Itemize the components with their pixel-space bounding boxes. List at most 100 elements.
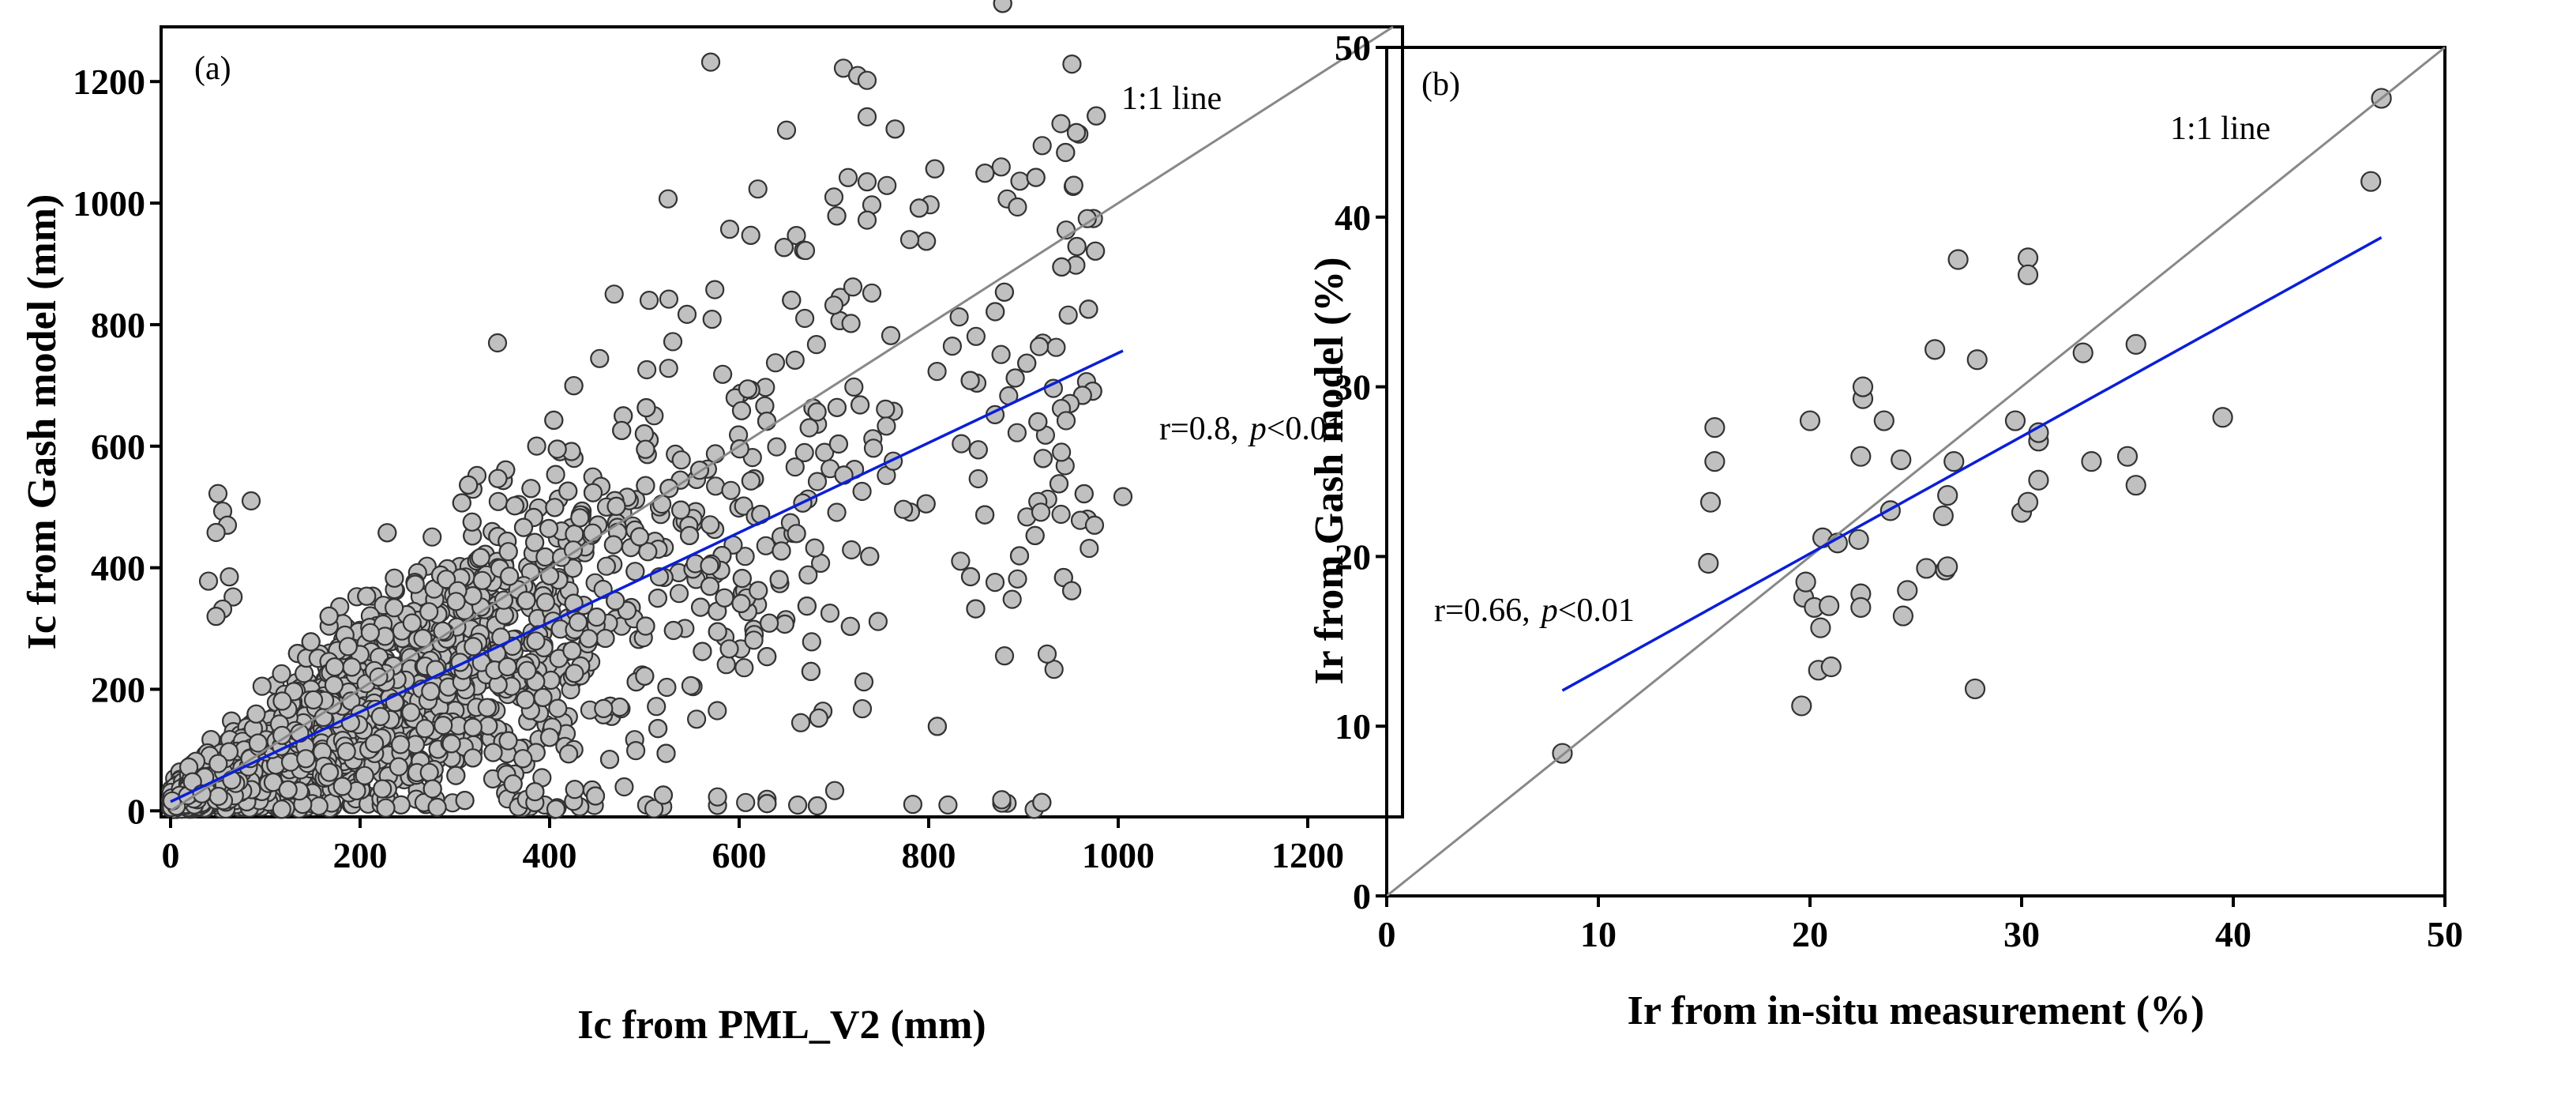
- panel-a-point: [974, 505, 995, 525]
- panel-a-point: [472, 570, 492, 590]
- panel-a-point: [1074, 484, 1094, 504]
- panel-a-point: [850, 395, 870, 415]
- panel-a-point: [206, 607, 226, 627]
- panel-b-stats: r=0.66, p<0.01: [1434, 593, 1635, 629]
- panel-a-point: [647, 697, 667, 717]
- panel-a-point: [807, 796, 828, 816]
- panel-a-point: [636, 397, 656, 418]
- panel-a-point: [1008, 569, 1027, 589]
- panel-a-point: [338, 637, 358, 657]
- panel-a-point: [558, 744, 579, 764]
- panel-a-point: [546, 465, 565, 484]
- panel-a-point: [1062, 54, 1082, 74]
- panel-a-one-to-one-label: 1:1 line: [1121, 81, 1222, 117]
- x-tick-label: 400: [523, 835, 577, 875]
- panel-b-point: [1916, 558, 1937, 579]
- panel-a-point: [503, 774, 523, 794]
- panel-a-point: [1061, 581, 1082, 600]
- panel-a-point: [1032, 136, 1052, 156]
- panel-a-point: [721, 480, 741, 500]
- panel-b-point: [2125, 333, 2146, 355]
- panel-a-point: [844, 377, 864, 397]
- panel-a-point: [585, 786, 606, 806]
- panel-a-point: [422, 779, 442, 799]
- panel-a-point: [1029, 337, 1050, 356]
- panel-a-point: [670, 500, 691, 520]
- panel-a-point: [477, 698, 498, 717]
- panel-a-point: [730, 438, 749, 459]
- panel-b-ticks: 0 10 20 30 40 50 0 10 20 30 40 50: [1335, 28, 2463, 954]
- panel-a-point: [857, 172, 877, 192]
- y-tick-label: 20: [1335, 536, 1371, 577]
- panel-a-point: [421, 681, 441, 702]
- panel-a-point: [700, 576, 720, 596]
- panel-a-point: [636, 476, 655, 495]
- panel-a-point: [877, 175, 897, 195]
- panel-a-point: [272, 691, 292, 711]
- panel-a-point: [805, 538, 824, 558]
- panel-a-point: [966, 599, 986, 619]
- panel-a-point: [564, 376, 584, 396]
- panel-a-point: [992, 790, 1012, 810]
- panel-a-point: [1051, 442, 1072, 462]
- panel-a-point: [325, 657, 344, 677]
- panel-a-point: [787, 795, 808, 815]
- panel-a-point: [700, 515, 720, 535]
- panel-a-point: [1066, 122, 1087, 142]
- panel-a-point: [336, 742, 356, 762]
- panel-a-point: [401, 702, 421, 722]
- panel-a-point: [715, 588, 734, 608]
- panel-a-point: [1058, 305, 1078, 325]
- panel-a-one-to-one-line: [170, 25, 1394, 812]
- panel-b-point: [1966, 349, 1988, 371]
- panel-a-point: [787, 524, 806, 544]
- panel-a-point: [614, 777, 634, 797]
- panel-a-point: [927, 717, 948, 736]
- panel-a-point: [1064, 175, 1083, 195]
- panel-a-point: [596, 556, 617, 576]
- panel-a-point: [968, 440, 988, 460]
- panel-a-points: [160, 0, 1133, 819]
- panel-a-point: [413, 628, 433, 649]
- panel-a-point: [925, 159, 944, 179]
- panel-a-point: [568, 612, 588, 632]
- panel-a-point: [517, 660, 537, 680]
- panel-a-point: [488, 468, 508, 488]
- y-tick-label: 50: [1335, 28, 1371, 68]
- panel-a-point: [916, 494, 936, 514]
- panel-a-point: [841, 314, 861, 333]
- panel-a-point: [862, 283, 882, 303]
- panel-a-point: [1046, 337, 1066, 357]
- panel-a-point: [769, 570, 789, 589]
- panel-b-point: [1819, 595, 1840, 616]
- panel-a-point: [1084, 515, 1105, 535]
- panel-a-point: [516, 590, 536, 611]
- panel-a-point: [1113, 487, 1133, 506]
- panel-a-point: [1025, 525, 1045, 546]
- panel-a-point: [807, 472, 828, 491]
- panel-a-point: [427, 797, 447, 818]
- panel-b-point: [1897, 580, 1918, 601]
- panel-b-point: [1799, 410, 1821, 431]
- panel-a-point: [790, 713, 811, 732]
- panel-a-point: [681, 675, 701, 696]
- panel-a-point: [1056, 411, 1076, 431]
- panel-a-point: [365, 733, 385, 754]
- panel-a-point: [903, 794, 923, 815]
- panel-a-point: [731, 401, 752, 420]
- panel-a-point: [595, 628, 615, 649]
- panel-a-point: [320, 762, 340, 782]
- panel-a-point: [827, 206, 847, 226]
- panel-a-point: [857, 210, 877, 230]
- panel-a-point: [241, 491, 261, 511]
- x-tick-label: 10: [1580, 914, 1617, 954]
- y-tick-label: 0: [127, 791, 145, 831]
- panel-b-one-to-one-line: [1386, 46, 2446, 897]
- panel-a-point: [494, 590, 514, 610]
- panel-a-point: [877, 416, 896, 436]
- panel-a-point: [797, 596, 817, 616]
- panel-a-point: [208, 484, 228, 503]
- panel-a-point: [498, 657, 517, 677]
- panel-a-point: [719, 220, 740, 239]
- x-tick-label: 200: [333, 835, 388, 875]
